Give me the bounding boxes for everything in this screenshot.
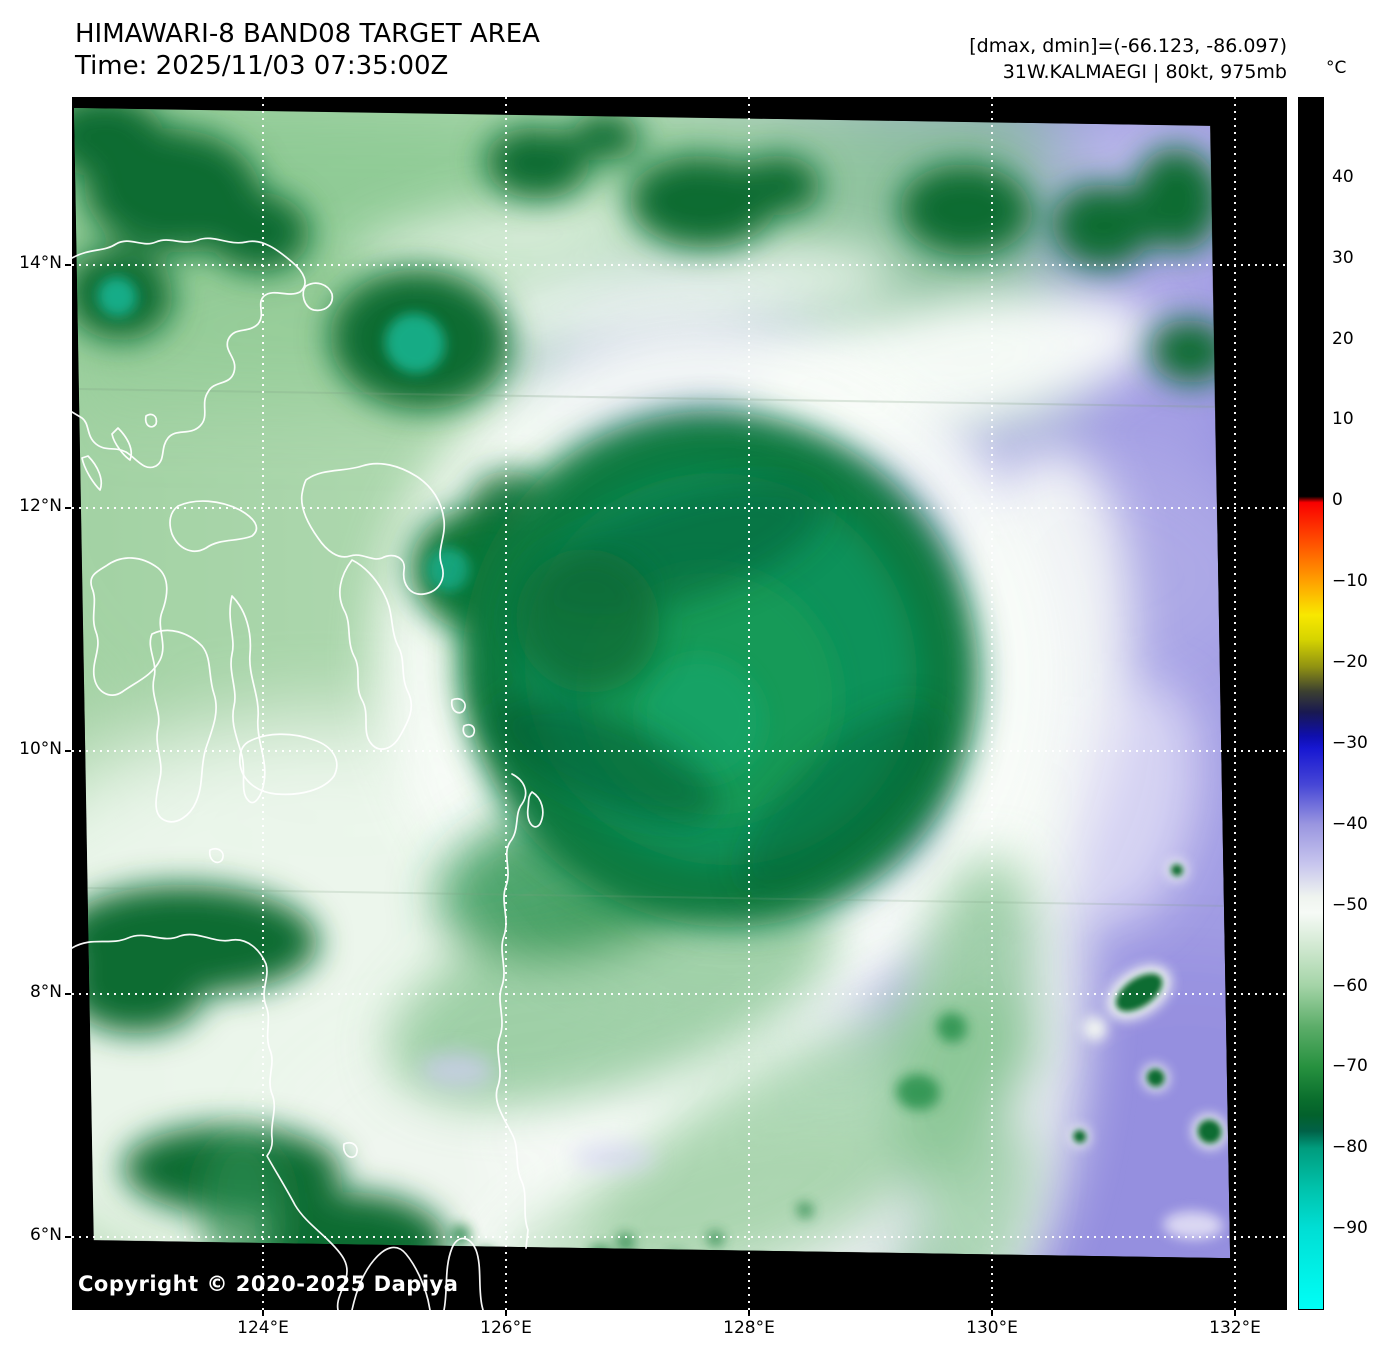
copyright-notice: Copyright © 2020-2025 Dapiya: [78, 1272, 459, 1296]
satellite-imagery-svg: [74, 108, 1230, 1258]
readout: [dmax, dmin]=(-66.123, -86.097) 31W.KALM…: [969, 33, 1287, 85]
gridline-vertical: [1234, 97, 1236, 1310]
storm-info: 31W.KALMAEGI | 80kt, 975mb: [1002, 61, 1287, 83]
lat-tick-label: 10°N: [19, 739, 62, 759]
scan-seam-lines: [78, 388, 1224, 907]
lat-tick-label: 12°N: [19, 496, 62, 516]
axis-tick-bottom: [262, 1310, 264, 1316]
axis-tick-bottom: [1234, 1310, 1236, 1316]
colorbar-tick-label: 40: [1332, 166, 1354, 187]
colorbar-tick-label: −80: [1332, 1137, 1368, 1158]
colorbar-tick-label: −60: [1332, 975, 1368, 996]
temperature-unit-label: °C: [1326, 58, 1347, 78]
lon-tick-label: 124°E: [237, 1318, 289, 1338]
dmax-dmin-readout: [dmax, dmin]=(-66.123, -86.097): [969, 35, 1287, 57]
colorbar-tick-label: 30: [1332, 247, 1354, 268]
colorbar-tick-label: −10: [1332, 571, 1368, 592]
lon-tick-label: 128°E: [723, 1318, 775, 1338]
colorbar-tick-label: −40: [1332, 813, 1368, 834]
axis-tick-bottom: [505, 1310, 507, 1316]
colorbar-tick-label: −30: [1332, 732, 1368, 753]
colorbar-tick-label: −70: [1332, 1056, 1368, 1077]
colorbar-tick-label: −90: [1332, 1218, 1368, 1239]
plot-area: [72, 97, 1287, 1310]
axis-tick-bottom: [991, 1310, 993, 1316]
axis-tick-left: [65, 1236, 71, 1238]
colorbar-tick-label: 10: [1332, 409, 1354, 430]
axis-tick-left: [65, 264, 71, 266]
satellite-swath: [74, 108, 1230, 1258]
typhoon-core: [462, 410, 979, 928]
lon-tick-label: 126°E: [480, 1318, 532, 1338]
colorbar-tick-label: −20: [1332, 652, 1368, 673]
axis-tick-left: [65, 993, 71, 995]
lat-tick-label: 14°N: [19, 253, 62, 273]
image-title: HIMAWARI-8 BAND08 TARGET AREA: [75, 19, 540, 49]
header: HIMAWARI-8 BAND08 TARGET AREA Time: 2025…: [75, 18, 540, 82]
colorbar-tick-label: −50: [1332, 894, 1368, 915]
axis-tick-bottom: [748, 1310, 750, 1316]
isolated-cold-cells: [421, 860, 1227, 1258]
lon-tick-label: 132°E: [1209, 1318, 1261, 1338]
image-timestamp: Time: 2025/11/03 07:35:00Z: [75, 51, 449, 81]
lon-tick-label: 130°E: [966, 1318, 1018, 1338]
axis-tick-left: [65, 750, 71, 752]
colorbar-tick-label: 0: [1332, 490, 1343, 511]
axis-tick-left: [65, 507, 71, 509]
lat-tick-label: 6°N: [29, 1225, 62, 1245]
colorbar: [1298, 97, 1324, 1310]
colorbar-tick-label: 20: [1332, 328, 1354, 349]
lat-tick-label: 8°N: [29, 982, 62, 1002]
